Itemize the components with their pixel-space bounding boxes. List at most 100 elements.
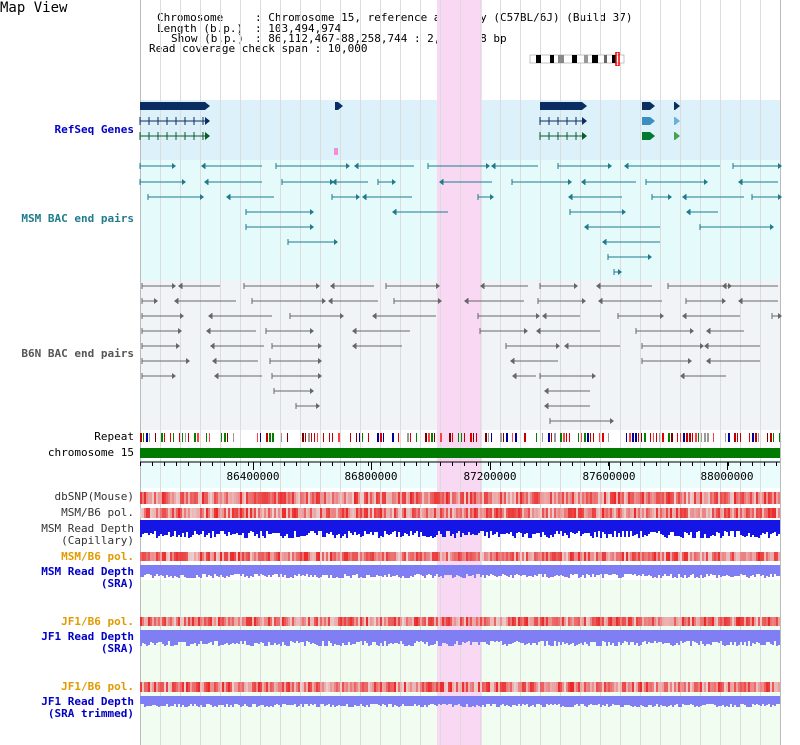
msm-depth-sra — [300, 565, 302, 576]
dbsnp-strip — [368, 492, 370, 504]
msm-depth-sra — [600, 565, 602, 574]
repeat-element — [704, 433, 706, 442]
jf1-depth-trimmed — [232, 696, 234, 707]
jf1-depth-sra — [370, 630, 372, 645]
jf1-b6-pol-strip-1 — [246, 617, 248, 626]
msm-b6-pol-strip-2 — [220, 552, 222, 561]
track-label-msm-bac[interactable]: MSM BAC end pairs — [21, 212, 134, 225]
jf1-depth-sra — [428, 630, 430, 646]
dbsnp-strip — [320, 492, 322, 504]
repeat-element — [713, 433, 714, 442]
jf1-b6-pol-strip-1 — [410, 617, 412, 626]
jf1-b6-pol-strip-2 — [446, 682, 448, 692]
msm-b6-pol-strip-1 — [222, 508, 224, 518]
jf1-b6-pol-strip-2 — [558, 682, 560, 692]
jf1-depth-sra — [648, 630, 650, 642]
msm-depth-sra — [776, 565, 778, 576]
msm-b6-pol-strip-1 — [596, 508, 598, 518]
msm-b6-pol-strip-1 — [242, 508, 244, 518]
msm-depth-sra — [622, 565, 624, 577]
jf1-b6-pol-strip-2 — [370, 682, 372, 692]
msm-b6-pol-strip-2 — [482, 552, 484, 561]
jf1-depth-sra — [220, 630, 222, 645]
jf1-b6-pol-strip-2 — [632, 682, 634, 692]
b6n-bac-pair-row-0-arrow — [436, 283, 440, 289]
jf1-b6-pol-strip-1 — [608, 617, 610, 626]
jf1-depth-trimmed — [516, 696, 518, 706]
jf1-b6-pol-strip-2 — [720, 682, 722, 692]
track-label-refseq[interactable]: RefSeq Genes — [54, 123, 134, 136]
jf1-depth-sra — [612, 630, 614, 643]
dbsnp-strip — [718, 492, 720, 504]
jf1-depth-sra — [298, 630, 300, 643]
msm-b6-pol-strip-1 — [418, 508, 420, 518]
dbsnp-strip — [316, 492, 318, 504]
msm-depth-capillary — [158, 520, 160, 536]
jf1-depth-sra — [616, 630, 618, 646]
jf1-depth-trimmed — [480, 696, 482, 707]
jf1-depth-sra — [760, 630, 762, 645]
msm-depth-capillary — [692, 520, 694, 538]
dbsnp-strip — [328, 492, 330, 504]
jf1-b6-pol-strip-2 — [658, 682, 660, 692]
jf1-depth-sra — [356, 630, 358, 642]
msm-depth-capillary — [618, 520, 620, 533]
jf1-b6-pol-strip-2 — [526, 682, 528, 692]
jf1-depth-trimmed — [632, 696, 634, 707]
jf1-depth-trimmed — [378, 696, 380, 705]
jf1-depth-trimmed — [204, 696, 206, 707]
jf1-b6-pol-strip-2 — [766, 682, 768, 692]
gene-1b-arrow — [205, 117, 210, 125]
msm-b6-pol-strip-1 — [698, 508, 700, 518]
jf1-depth-trimmed — [340, 696, 342, 706]
jf1-b6-pol-strip-1 — [354, 617, 356, 626]
msm-depth-capillary — [452, 520, 454, 534]
dbsnp-strip — [690, 492, 692, 504]
msm-depth-capillary — [672, 520, 674, 532]
jf1-depth-sra — [170, 630, 172, 646]
msm-depth-sra — [670, 565, 672, 574]
repeat-element — [758, 433, 759, 442]
msm-depth-capillary — [432, 520, 434, 538]
track-label-b6n-bac[interactable]: B6N BAC end pairs — [21, 347, 134, 360]
dbsnp-strip — [636, 492, 638, 504]
msm-depth-capillary — [408, 520, 410, 536]
msm-b6-pol-strip-2 — [424, 552, 426, 561]
msm-b6-pol-strip-2 — [222, 552, 224, 561]
msm-b6-pol-strip-1 — [484, 508, 486, 518]
msm-depth-sra — [412, 565, 414, 577]
jf1-depth-sra — [278, 630, 280, 644]
msm-depth-sra — [236, 565, 238, 574]
repeat-element — [749, 433, 750, 442]
msm-b6-pol-strip-2 — [584, 552, 586, 561]
msm-depth-capillary — [640, 520, 642, 531]
jf1-depth-trimmed — [254, 696, 256, 704]
msm-bac-pair-row-1-arrow — [204, 179, 208, 185]
msm-depth-sra — [728, 565, 730, 576]
repeat-element — [608, 433, 609, 442]
dbsnp-strip — [384, 492, 386, 504]
dbsnp-strip — [282, 492, 284, 504]
track-features[interactable] — [139, 102, 782, 707]
msm-b6-pol-strip-1 — [206, 508, 208, 518]
jf1-b6-pol-strip-2 — [196, 682, 198, 692]
repeat-element — [221, 433, 222, 442]
msm-b6-pol-strip-1 — [404, 508, 406, 518]
msm-depth-sra — [638, 565, 640, 575]
dbsnp-strip — [620, 492, 622, 504]
msm-depth-sra — [592, 565, 594, 574]
msm-depth-sra — [596, 565, 598, 575]
jf1-depth-sra — [608, 630, 610, 642]
repeat-element — [314, 433, 315, 442]
jf1-b6-pol-strip-1 — [168, 617, 170, 626]
msm-b6-pol-strip-2 — [488, 552, 490, 561]
jf1-b6-pol-strip-1 — [248, 617, 250, 626]
dbsnp-strip — [208, 492, 210, 504]
msm-b6-pol-strip-1 — [142, 508, 144, 518]
jf1-b6-pol-strip-2 — [592, 682, 594, 692]
msm-depth-sra — [182, 565, 184, 575]
msm-b6-pol-strip-2 — [206, 552, 208, 561]
jf1-b6-pol-strip-1 — [490, 617, 492, 626]
msm-depth-sra — [778, 565, 780, 576]
